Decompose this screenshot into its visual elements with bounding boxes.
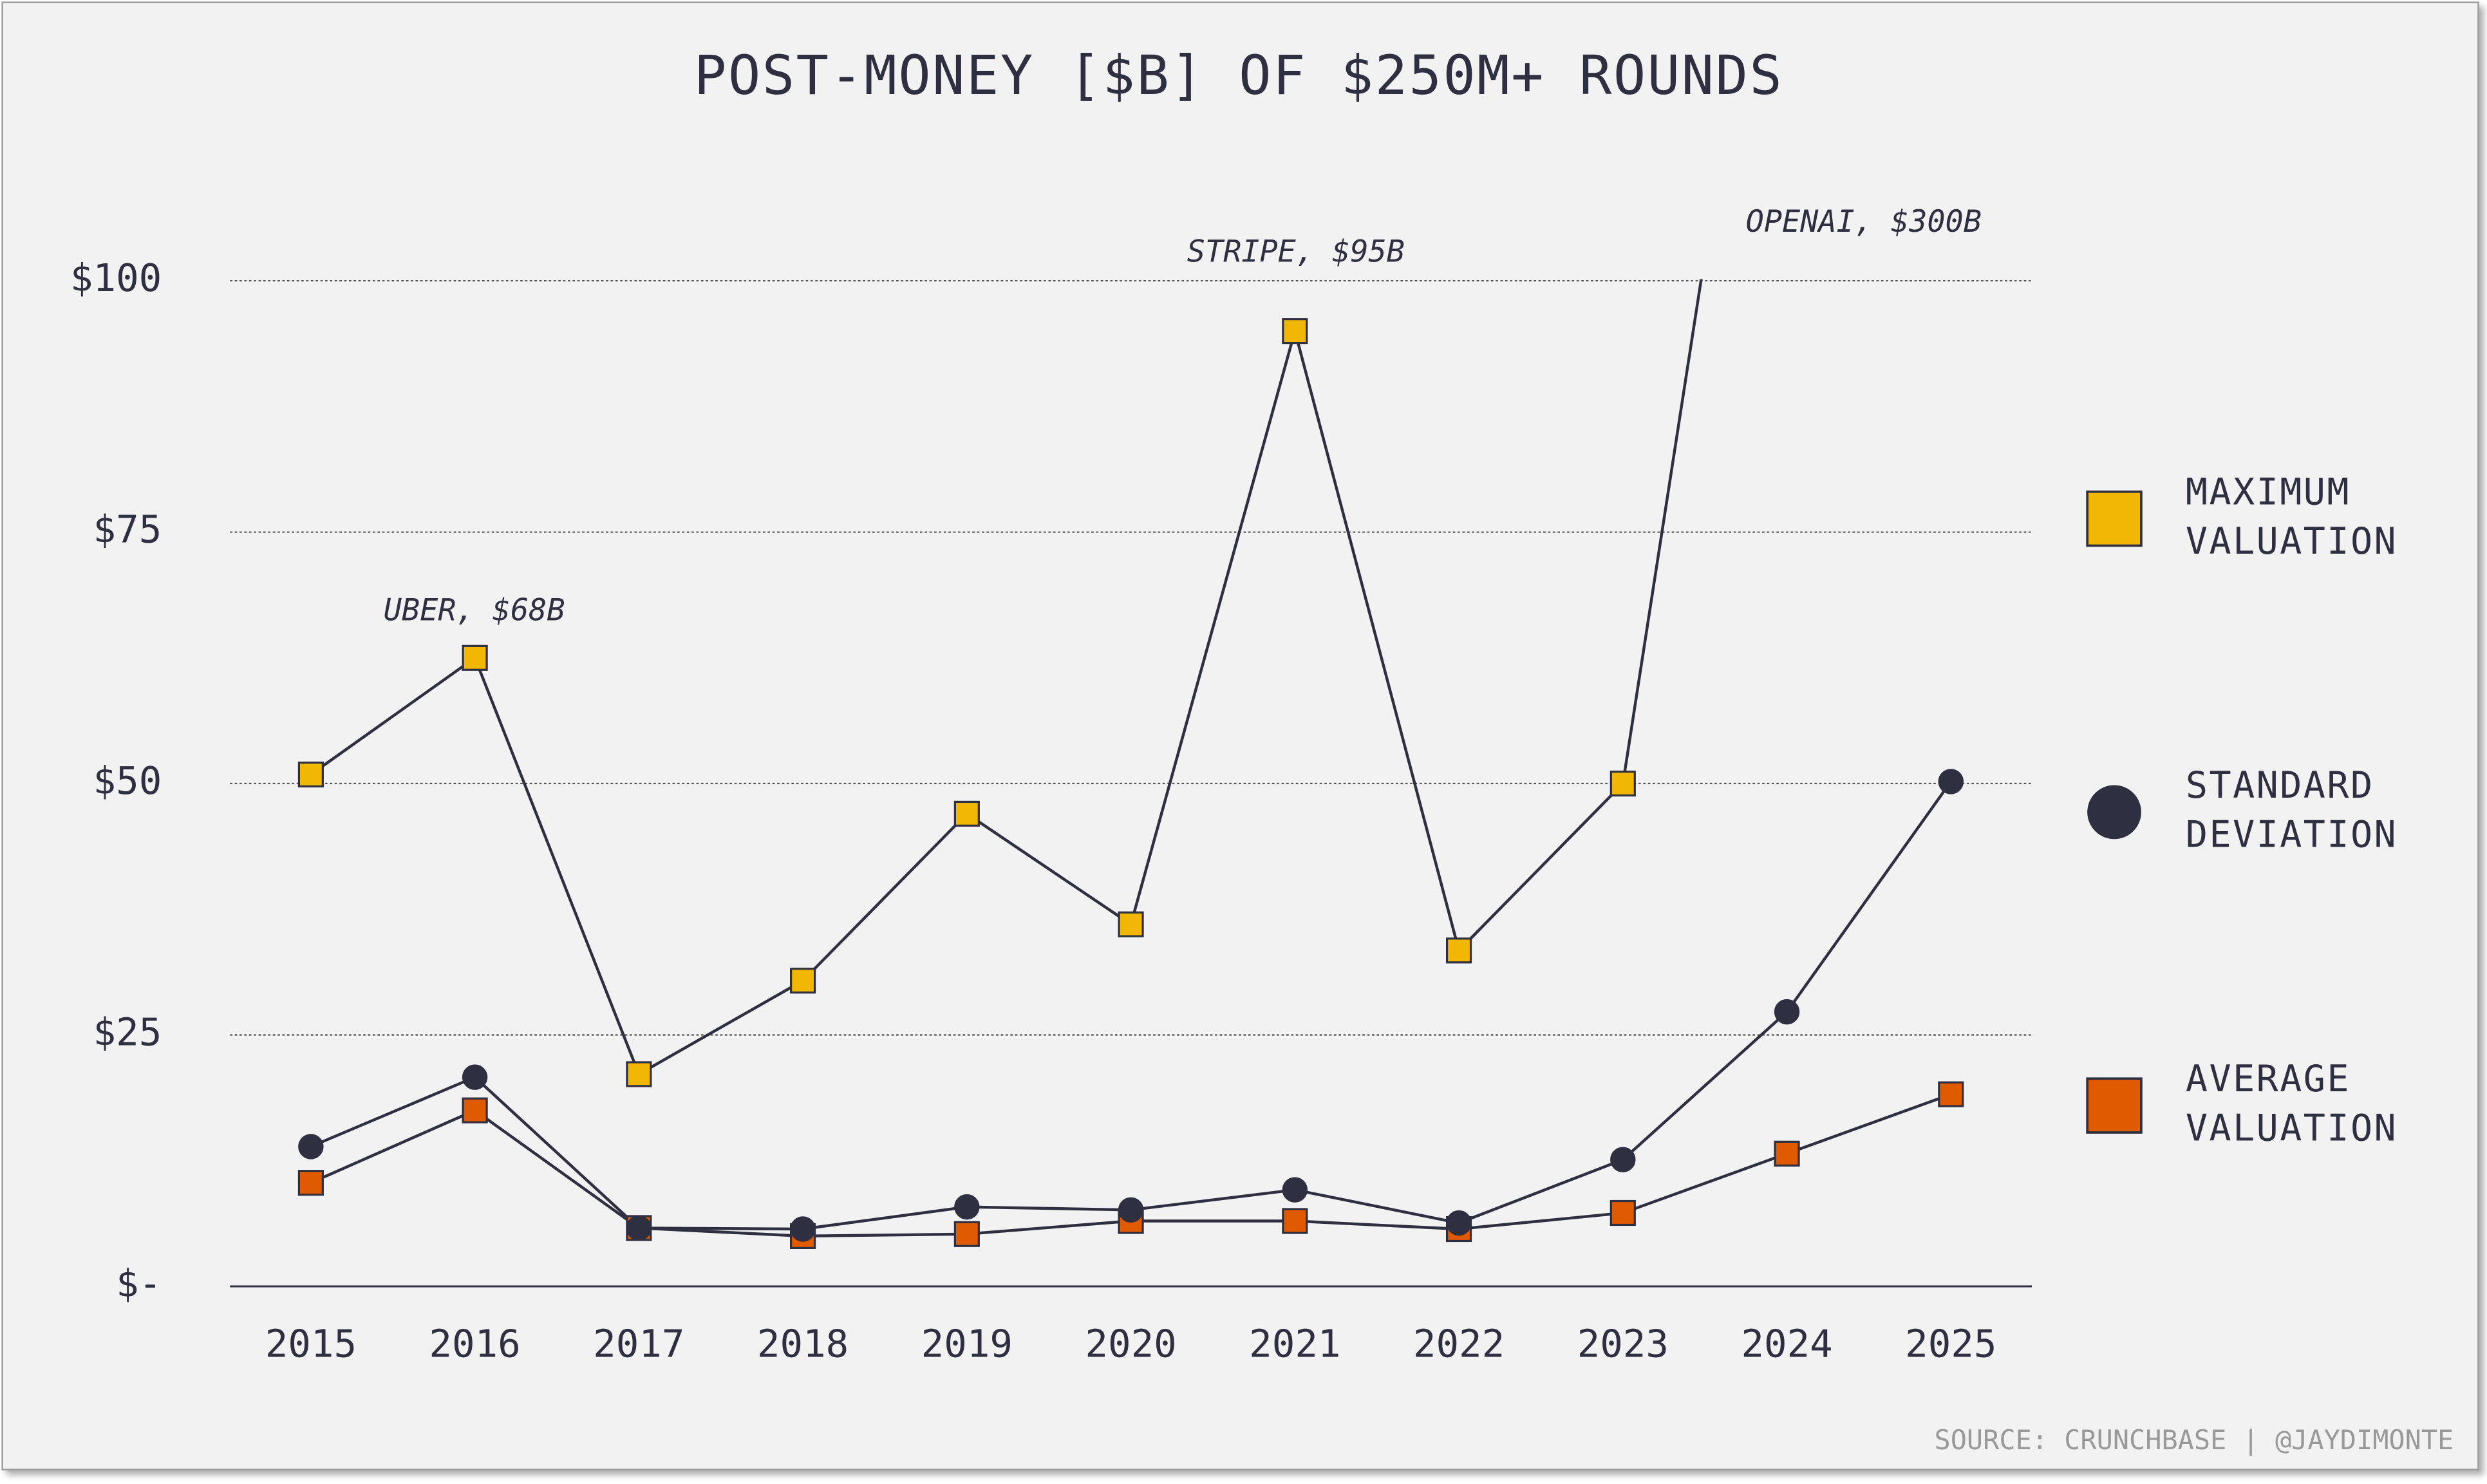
x-tick-label: 2022: [1413, 1322, 1505, 1366]
point: [626, 1061, 652, 1087]
y-tick-label: $100: [70, 256, 162, 300]
y-tick-label: $50: [93, 758, 162, 803]
point: [954, 1194, 980, 1220]
x-tick-label: 2025: [1905, 1322, 1996, 1366]
x-tick-label: 2016: [429, 1322, 520, 1366]
legend-label: MAXIMUM VALUATION: [2185, 473, 2398, 563]
point: [1938, 769, 1964, 794]
point: [953, 800, 980, 827]
series-line: [310, 780, 1953, 1231]
point: [298, 1134, 324, 1160]
plot-area: [297, 279, 1964, 1250]
point: [1118, 911, 1144, 937]
point: [1610, 1199, 1636, 1226]
source: SOURCE: CRUNCHBASE | @JAYDIMONTE: [1935, 1424, 2454, 1456]
y-tick-label: $75: [93, 507, 162, 552]
x-tick-label: 2018: [757, 1322, 849, 1366]
point: [1282, 1177, 1308, 1203]
point: [462, 644, 488, 671]
point: [462, 1097, 488, 1123]
x-tick-label: 2023: [1577, 1322, 1669, 1366]
point: [1282, 318, 1308, 344]
chart-title: POST-MONEY [$B] OF $250M+ ROUNDS: [694, 44, 1783, 107]
x-tick-label: 2024: [1741, 1322, 1832, 1366]
point: [953, 1221, 980, 1247]
point: [1445, 937, 1472, 964]
point: [462, 1064, 488, 1090]
x-tick-label: 2020: [1085, 1322, 1176, 1366]
legend-label: STANDARD DEVIATION: [2185, 765, 2398, 857]
point: [1938, 1081, 1964, 1107]
point: [1610, 1147, 1636, 1172]
legend-label: AVERAGE VALUATION: [2185, 1059, 2398, 1151]
x-tick-label: 2019: [921, 1322, 1013, 1366]
y-tick-label: $25: [93, 1010, 162, 1055]
point: [1446, 1210, 1472, 1236]
annotation: UBER, $68B: [384, 593, 565, 628]
point: [790, 968, 816, 994]
legend-swatch: [2086, 1077, 2143, 1134]
y-tick-label: $-: [116, 1261, 162, 1306]
legend-swatch: [2086, 490, 2143, 547]
x-tick-label: 2021: [1249, 1322, 1340, 1366]
legend-swatch: [2087, 785, 2141, 840]
point: [297, 1170, 324, 1196]
point: [1610, 770, 1636, 797]
point: [297, 761, 324, 788]
point: [1282, 1208, 1308, 1234]
point: [1774, 1140, 1800, 1167]
point: [1774, 999, 1800, 1025]
annotation: STRIPE, $95B: [1187, 235, 1405, 270]
x-tick-label: 2015: [265, 1322, 357, 1366]
point: [1118, 1197, 1144, 1223]
x-tick-label: 2017: [593, 1322, 684, 1366]
point: [626, 1215, 652, 1241]
point: [790, 1216, 816, 1242]
annotation: OPENAI, $300B: [1746, 205, 1982, 240]
